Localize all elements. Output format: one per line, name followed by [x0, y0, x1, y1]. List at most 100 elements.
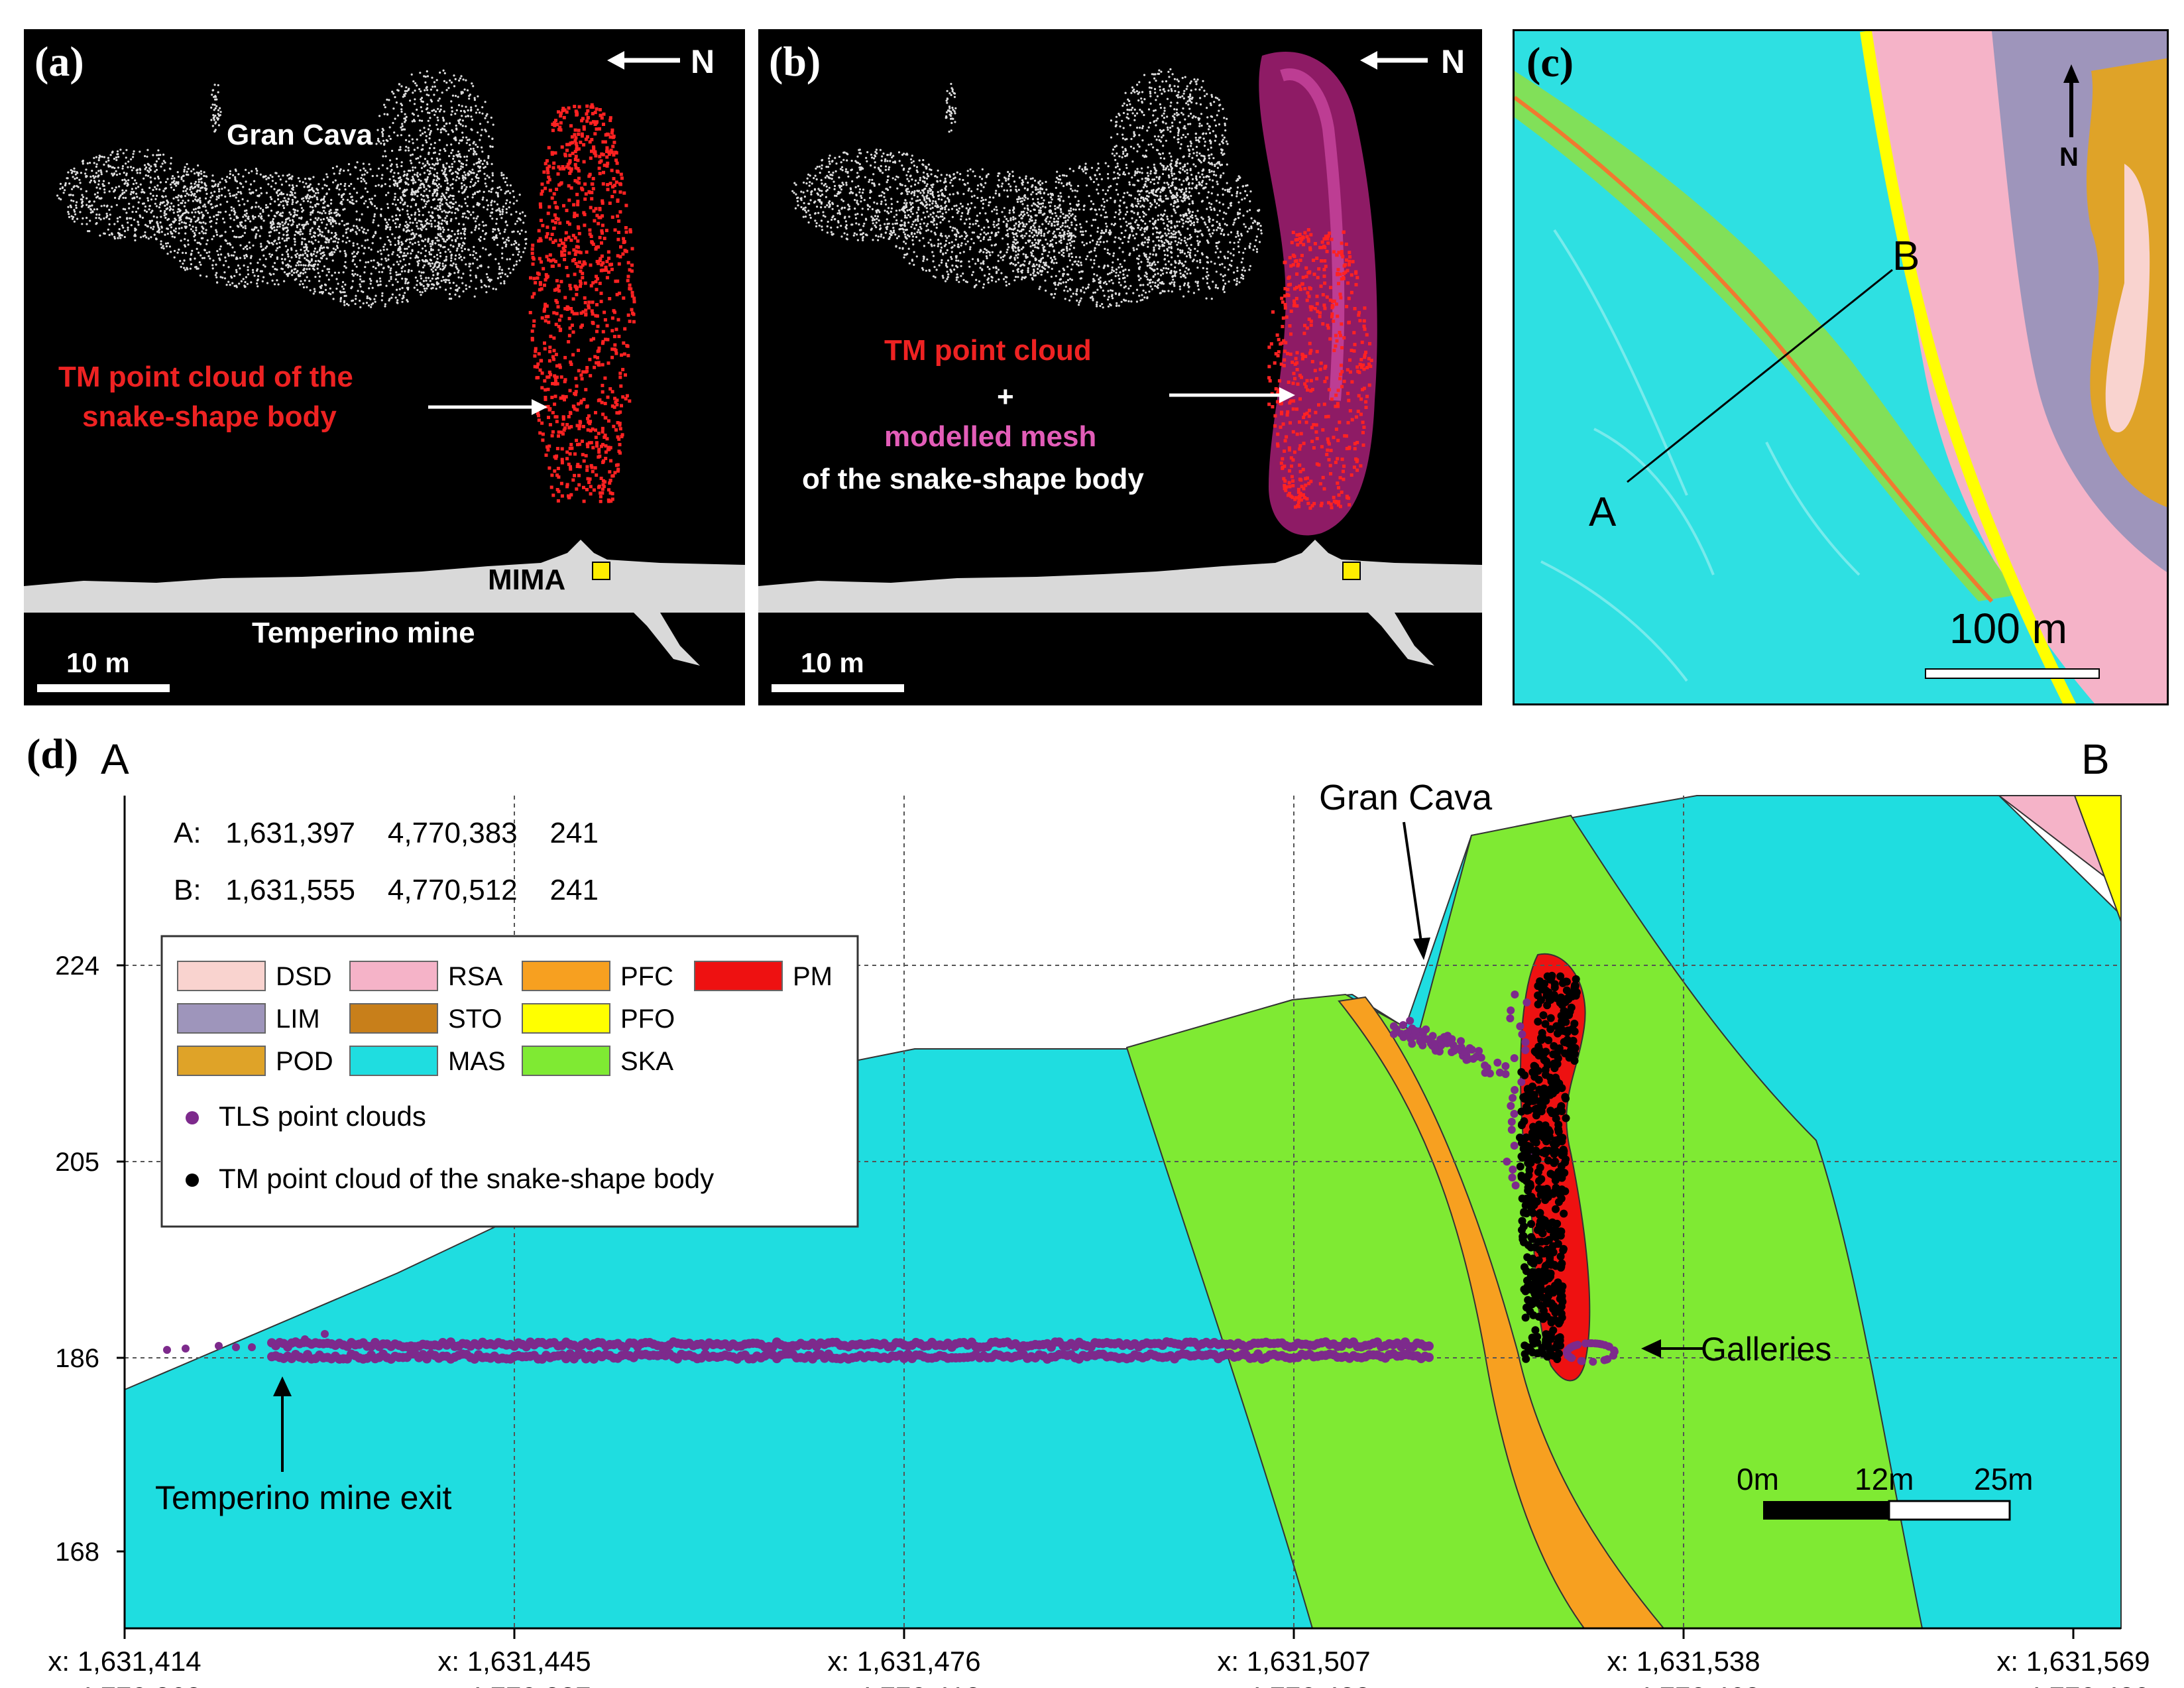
legend-swatch-lim: [177, 1003, 266, 1034]
legend-swatch-dsd: [177, 961, 266, 991]
gran-cava-point-cloud: [56, 69, 528, 308]
north-arrow-icon: [607, 51, 680, 70]
x-tick-label-y: y: 4,770,463: [1607, 1681, 1760, 1688]
x-tick-label-x: x: 1,631,476: [827, 1646, 980, 1677]
x-tick-label-x: x: 1,631,569: [1996, 1646, 2150, 1677]
tm-caption-line1: TM point cloud of the: [58, 361, 353, 393]
y-tick-label: 168: [55, 1537, 99, 1567]
tm-line-label: TM point cloud: [884, 334, 1092, 367]
legend-swatch-ska: [522, 1046, 610, 1076]
scale-bar: [772, 684, 904, 692]
panel-b-label: (b): [769, 38, 821, 85]
legend-swatch-rsa: [349, 961, 438, 991]
panel-b-drawing: [758, 51, 1482, 692]
scale-label: 100 m: [1949, 605, 2067, 652]
legend-swatch-mas: [349, 1046, 438, 1076]
scalebar-d: [1763, 1500, 2011, 1521]
coord-a-label: A: 1,631,397 4,770,383 241: [174, 817, 599, 849]
x-tick-label-y: y: 4,770,489: [1996, 1681, 2150, 1688]
scalebar-label-0: 0m: [1737, 1462, 1779, 1496]
scale-label: 10 m: [801, 647, 864, 678]
galleries-label: Galleries: [1701, 1331, 1832, 1368]
scalebar-label-25: 25m: [1974, 1462, 2034, 1496]
tm-red-point-cloud: [1267, 228, 1373, 510]
x-tick-label-x: x: 1,631,538: [1607, 1646, 1760, 1677]
panel-c-map: [1515, 31, 2167, 703]
legend-swatch-pfo: [522, 1003, 610, 1034]
x-tick-label-y: y: 4,770,438: [1217, 1681, 1370, 1688]
arrow-right-icon: [428, 399, 547, 415]
tm-black-point-cloud: [1516, 971, 1581, 1363]
x-axis-ticks: x: 1,631,414 y: 4,770,362 x: 1,631,445 y: 4…: [48, 1628, 2150, 1688]
section-plot-area: [124, 795, 2122, 1629]
x-tick-label-y: y: 4,770,413: [827, 1681, 980, 1688]
legend-swatch-pfc: [522, 961, 610, 991]
panel-d-label: (d): [27, 730, 79, 777]
legend-label-mas: MAS: [448, 1047, 506, 1076]
mima-label: MIMA: [488, 564, 566, 596]
legend-swatch-sto: [349, 1003, 438, 1034]
panel-a: (a) N Gran Cava TM point cloud of the sn…: [24, 29, 745, 705]
gran-cava-arrow-icon: [1403, 821, 1430, 960]
galleries-arrow-icon: [1641, 1339, 1703, 1358]
x-tick-label-x: x: 1,631,507: [1217, 1646, 1370, 1677]
legend-tm-dot: [186, 1174, 199, 1187]
temperino-mine-label: Temperino mine: [252, 617, 475, 649]
legend-swatch-pm: [694, 961, 783, 991]
legend-label-pod: POD: [276, 1047, 333, 1076]
scale-label: 10 m: [66, 647, 130, 678]
of-line-label: of the snake-shape body: [802, 463, 1144, 495]
legend-label-dsd: DSD: [276, 962, 331, 991]
mesh-line-label: modelled mesh: [884, 420, 1097, 453]
gran-cava-point-cloud: [791, 68, 1263, 309]
north-arrow-icon: [1360, 51, 1428, 70]
x-tick-label-y: y: 4,770,387: [437, 1681, 591, 1688]
mine-tunnel: [758, 540, 1482, 666]
x-tick-label-x: x: 1,631,445: [437, 1646, 591, 1677]
section-end-label: B: [2081, 735, 2110, 783]
panel-b: (b) N TM point cloud + modelled mesh of …: [758, 29, 1482, 705]
section-line: [1627, 269, 1893, 483]
mine-exit-arrow-icon: [273, 1376, 292, 1472]
gran-cava-label: Gran Cava: [1319, 778, 1493, 817]
gran-cava-label: Gran Cava: [227, 119, 373, 151]
grid-lines: [125, 796, 2121, 1628]
legend-tls-dot: [186, 1111, 199, 1124]
legend-label-pm: PM: [793, 962, 833, 991]
arrow-right-icon: [1169, 387, 1295, 403]
north-arrow-icon: [2063, 64, 2079, 137]
mine-exit-label: Temperino mine exit: [155, 1479, 452, 1516]
plus-label: +: [997, 381, 1014, 413]
scale-bar: [37, 684, 170, 692]
x-tick-label-y: y: 4,770,362: [48, 1681, 201, 1688]
legend-label-ska: SKA: [620, 1047, 673, 1076]
section-start-label: A: [101, 735, 129, 783]
tm-caption-line2: snake-shape body: [82, 400, 337, 433]
tm-red-point-cloud: [528, 103, 636, 503]
tls-legend-label: TLS point clouds: [219, 1101, 426, 1132]
mine-tunnel: [24, 540, 745, 666]
x-tick-label-x: x: 1,631,414: [48, 1646, 201, 1677]
legend-entries: DSD RSA PFC PM LIM STO PFO POD MAS SKA: [177, 961, 833, 1076]
north-label: N: [1441, 43, 1466, 80]
panel-a-label: (a): [34, 38, 84, 85]
panel-c-label: (c): [1526, 38, 1574, 86]
north-label: N: [2059, 143, 2079, 172]
legend-swatch-pod: [177, 1046, 266, 1076]
legend-label-pfc: PFC: [620, 962, 673, 991]
coord-b-label: B: 1,631,555 4,770,512 241: [174, 874, 599, 906]
point-b-label: B: [1892, 233, 1920, 279]
tm-legend-label: TM point cloud of the snake-shape body: [219, 1163, 715, 1194]
legend-label-lim: LIM: [276, 1004, 320, 1034]
north-label: N: [691, 43, 715, 80]
scale-bar: [1925, 668, 2100, 679]
tls-point-clouds: [163, 991, 1619, 1366]
panel-a-drawing: [24, 51, 745, 692]
y-axis-ticks: 224 205 186 168: [55, 951, 125, 1567]
y-tick-label: 205: [55, 1148, 99, 1177]
y-tick-label: 224: [55, 951, 99, 981]
panel-c: (c) N A B 100 m: [1513, 29, 2169, 705]
legend-label-sto: STO: [448, 1004, 502, 1034]
